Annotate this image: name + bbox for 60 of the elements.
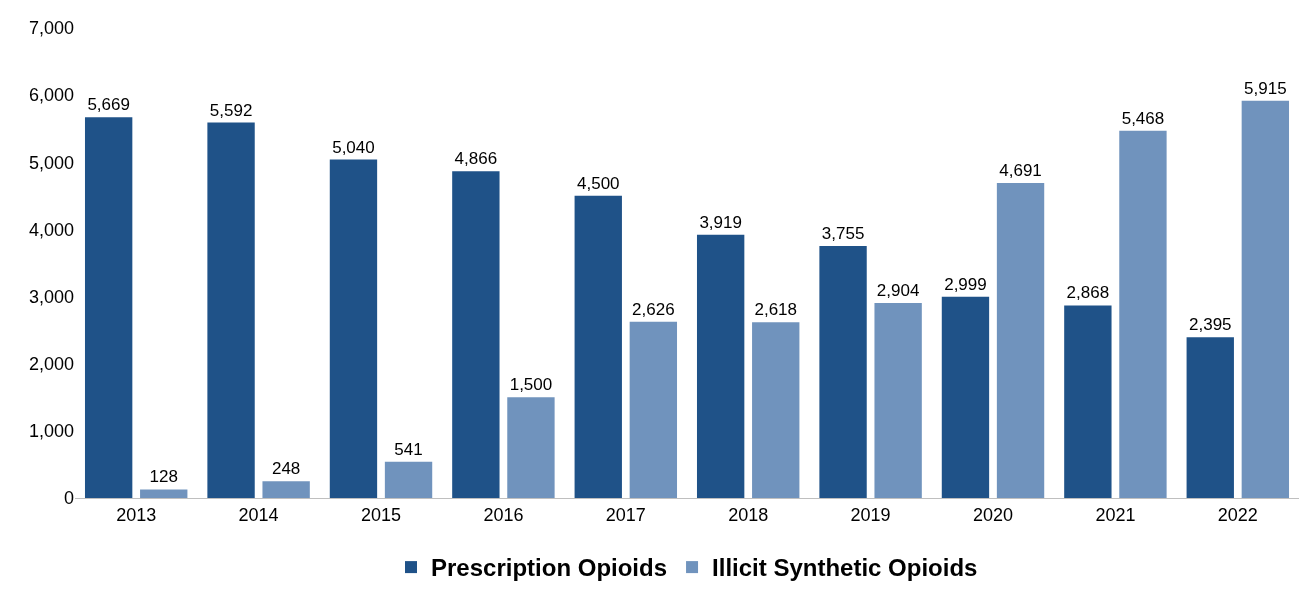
data-label: 4,866 <box>454 149 498 169</box>
data-label: 3,919 <box>699 212 742 232</box>
data-label: 128 <box>149 467 178 487</box>
y-tick-label: 5,000 <box>28 152 74 173</box>
bar <box>1119 130 1167 498</box>
bar <box>752 322 800 498</box>
data-label: 2,868 <box>1066 283 1110 303</box>
data-label: 5,915 <box>1244 78 1287 98</box>
data-label: 3,755 <box>821 223 865 243</box>
bar <box>819 245 867 498</box>
data-label: 5,040 <box>332 137 375 157</box>
bar <box>452 171 500 498</box>
x-tick-label: 2021 <box>1095 504 1136 525</box>
data-label: 2,904 <box>876 281 920 301</box>
data-label: 2,999 <box>944 274 987 294</box>
bar <box>1186 337 1234 498</box>
x-tick-label: 2015 <box>360 504 402 525</box>
data-label: 2,626 <box>632 299 675 319</box>
data-label: 2,618 <box>754 300 798 320</box>
bar <box>207 122 255 498</box>
bar <box>140 489 188 498</box>
bar <box>507 397 555 498</box>
x-tick-label: 2016 <box>483 504 524 525</box>
y-tick-label: 3,000 <box>28 286 74 307</box>
x-tick-label: 2020 <box>972 504 1014 525</box>
bar <box>262 481 310 498</box>
x-tick-label: 2013 <box>116 504 157 525</box>
bar <box>329 159 378 498</box>
bar <box>1064 305 1112 498</box>
y-tick-label: 0 <box>63 488 74 509</box>
x-tick-label: 2019 <box>850 504 891 525</box>
bar <box>629 321 678 498</box>
y-tick-label: 7,000 <box>28 18 74 39</box>
data-label: 541 <box>394 439 423 459</box>
data-label: 5,592 <box>209 100 253 120</box>
bar <box>941 296 990 498</box>
bar <box>574 195 622 498</box>
x-tick-label: 2014 <box>238 504 279 525</box>
y-tick-label: 2,000 <box>28 354 74 375</box>
y-tick-label: 4,000 <box>28 219 74 240</box>
data-label: 1,500 <box>509 375 553 395</box>
data-label: 4,500 <box>576 173 620 193</box>
y-tick-label: 1,000 <box>28 421 74 442</box>
x-tick-label: 2022 <box>1217 504 1258 525</box>
legend-label: Prescription Opioids <box>431 554 668 582</box>
data-label: 5,468 <box>1121 108 1165 128</box>
y-tick-label: 6,000 <box>28 85 74 106</box>
bar <box>384 461 433 498</box>
data-label: 5,669 <box>87 95 130 115</box>
bar <box>1241 100 1290 498</box>
x-tick-label: 2017 <box>605 504 646 525</box>
data-label: 2,395 <box>1188 315 1232 335</box>
data-label: 4,691 <box>999 161 1042 181</box>
data-label: 248 <box>271 459 301 479</box>
legend-label: Illicit Synthetic Opioids <box>712 554 978 582</box>
bar <box>696 234 745 498</box>
bar <box>996 183 1045 498</box>
bar <box>84 117 133 498</box>
bar <box>874 303 922 498</box>
x-tick-label: 2018 <box>728 504 769 525</box>
